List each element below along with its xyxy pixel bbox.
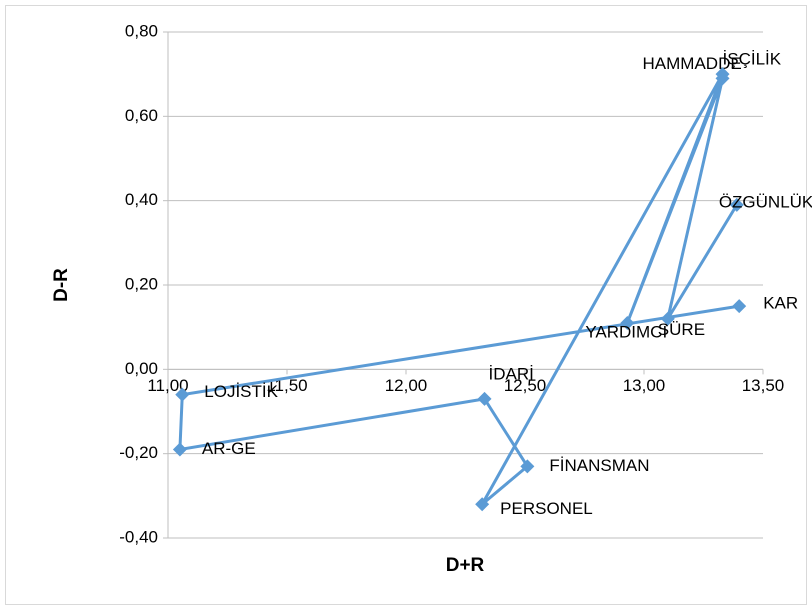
y-tick-label: -0,20 (119, 443, 158, 462)
data-point (732, 299, 747, 314)
point-label: ÖZGÜNLÜK (719, 192, 812, 211)
data-point (729, 197, 744, 212)
data-point (520, 459, 535, 474)
point-label: SÜRE (658, 320, 705, 339)
x-tick-label: 11,00 (147, 376, 188, 395)
point-label: YARDIMCI (585, 322, 667, 341)
data-point (660, 311, 675, 326)
chart-frame (5, 5, 807, 605)
data-point (475, 497, 490, 512)
x-axis-title: D+R (446, 555, 485, 576)
y-tick-label: 0,40 (125, 190, 158, 209)
point-label: HAMMADDE (643, 54, 742, 73)
data-point (620, 315, 635, 330)
x-tick-label: 13,00 (623, 376, 666, 395)
point-label: FİNANSMAN (549, 456, 649, 475)
data-point (477, 391, 492, 406)
y-tick-label: 0,00 (125, 359, 158, 378)
y-tick-label: -0,40 (119, 527, 158, 546)
data-point (172, 442, 187, 457)
x-tick-label: 13,50 (742, 376, 785, 395)
point-label: AR-GE (202, 439, 256, 458)
y-axis-title: D-R (51, 268, 72, 302)
point-label: KAR (763, 294, 798, 313)
point-label: İDARİ (489, 364, 534, 383)
x-tick-label: 12,50 (504, 376, 547, 395)
x-tick-label: 12,00 (385, 376, 428, 395)
point-label: İŞÇİLİK (723, 50, 782, 69)
point-label: LOJİSTİK (204, 382, 278, 401)
data-point (715, 67, 730, 82)
point-label: PERSONEL (500, 499, 593, 518)
y-tick-label: 0,80 (125, 21, 158, 40)
y-tick-label: 0,60 (125, 106, 158, 125)
data-point (175, 387, 190, 402)
y-tick-label: 0,20 (125, 274, 158, 293)
